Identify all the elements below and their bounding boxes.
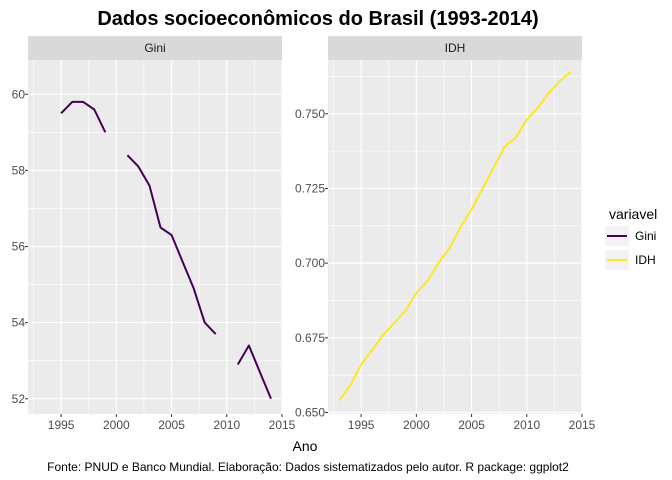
series-line-gini bbox=[60, 100, 107, 133]
x-axis-title: Ano bbox=[293, 438, 318, 454]
legend-label: Gini bbox=[635, 229, 656, 243]
y-tick-label: 52 bbox=[12, 392, 26, 406]
facet-strip bbox=[28, 36, 282, 60]
legend-label: IDH bbox=[635, 253, 656, 267]
chart-caption: Fonte: PNUD e Banco Mundial. Elaboração:… bbox=[47, 460, 569, 474]
facet-strip-label: Gini bbox=[144, 41, 165, 55]
x-tick-label: 2000 bbox=[103, 418, 130, 432]
series-line-idh bbox=[338, 71, 572, 402]
y-tick-label: 54 bbox=[12, 316, 26, 330]
facet-panel-idh: IDH 1995 2000 2005 2010 2015 0.650 0.675 0.700 0.… bbox=[295, 36, 596, 432]
y-tick-label: 0.675 bbox=[295, 331, 325, 345]
x-tick-label: 1995 bbox=[348, 418, 375, 432]
y-tick-label: 0.725 bbox=[295, 181, 325, 195]
y-tick-label: 0.700 bbox=[295, 256, 325, 270]
x-tick-label: 2005 bbox=[458, 418, 485, 432]
legend-entry-gini: Gini bbox=[605, 226, 656, 246]
legend-title: variavel bbox=[609, 206, 657, 222]
facet-panels: Gini 1995 2000 2005 2010 2015 52 54 56 58 60 IDH 199… bbox=[12, 36, 596, 432]
x-tick-label: 2010 bbox=[513, 418, 540, 432]
y-tick-label: 0.750 bbox=[295, 107, 325, 121]
y-tick-label: 0.650 bbox=[295, 406, 325, 420]
legend-entries: Gini IDH bbox=[605, 226, 656, 270]
panel-background bbox=[28, 60, 282, 414]
legend-entry-idh: IDH bbox=[605, 250, 656, 270]
x-tick-label: 2000 bbox=[403, 418, 430, 432]
x-tick-label: 2010 bbox=[213, 418, 240, 432]
facet-panel-gini: Gini 1995 2000 2005 2010 2015 52 54 56 58 60 bbox=[12, 36, 296, 432]
series-line-gini bbox=[236, 344, 272, 400]
x-tick-label: 1995 bbox=[48, 418, 75, 432]
x-tick-label: 2015 bbox=[269, 418, 296, 432]
series-line-gini bbox=[126, 154, 217, 335]
y-tick-label: 60 bbox=[12, 87, 26, 101]
y-tick-label: 56 bbox=[12, 240, 26, 254]
legend: variavel Gini IDH bbox=[605, 206, 657, 270]
facet-strip-label: IDH bbox=[445, 41, 466, 55]
x-tick-label: 2015 bbox=[569, 418, 596, 432]
facet-strip bbox=[328, 36, 582, 60]
y-tick-label: 58 bbox=[12, 163, 26, 177]
x-tick-label: 2005 bbox=[158, 418, 185, 432]
chart-title: Dados socioeconômicos do Brasil (1993-20… bbox=[97, 8, 538, 30]
